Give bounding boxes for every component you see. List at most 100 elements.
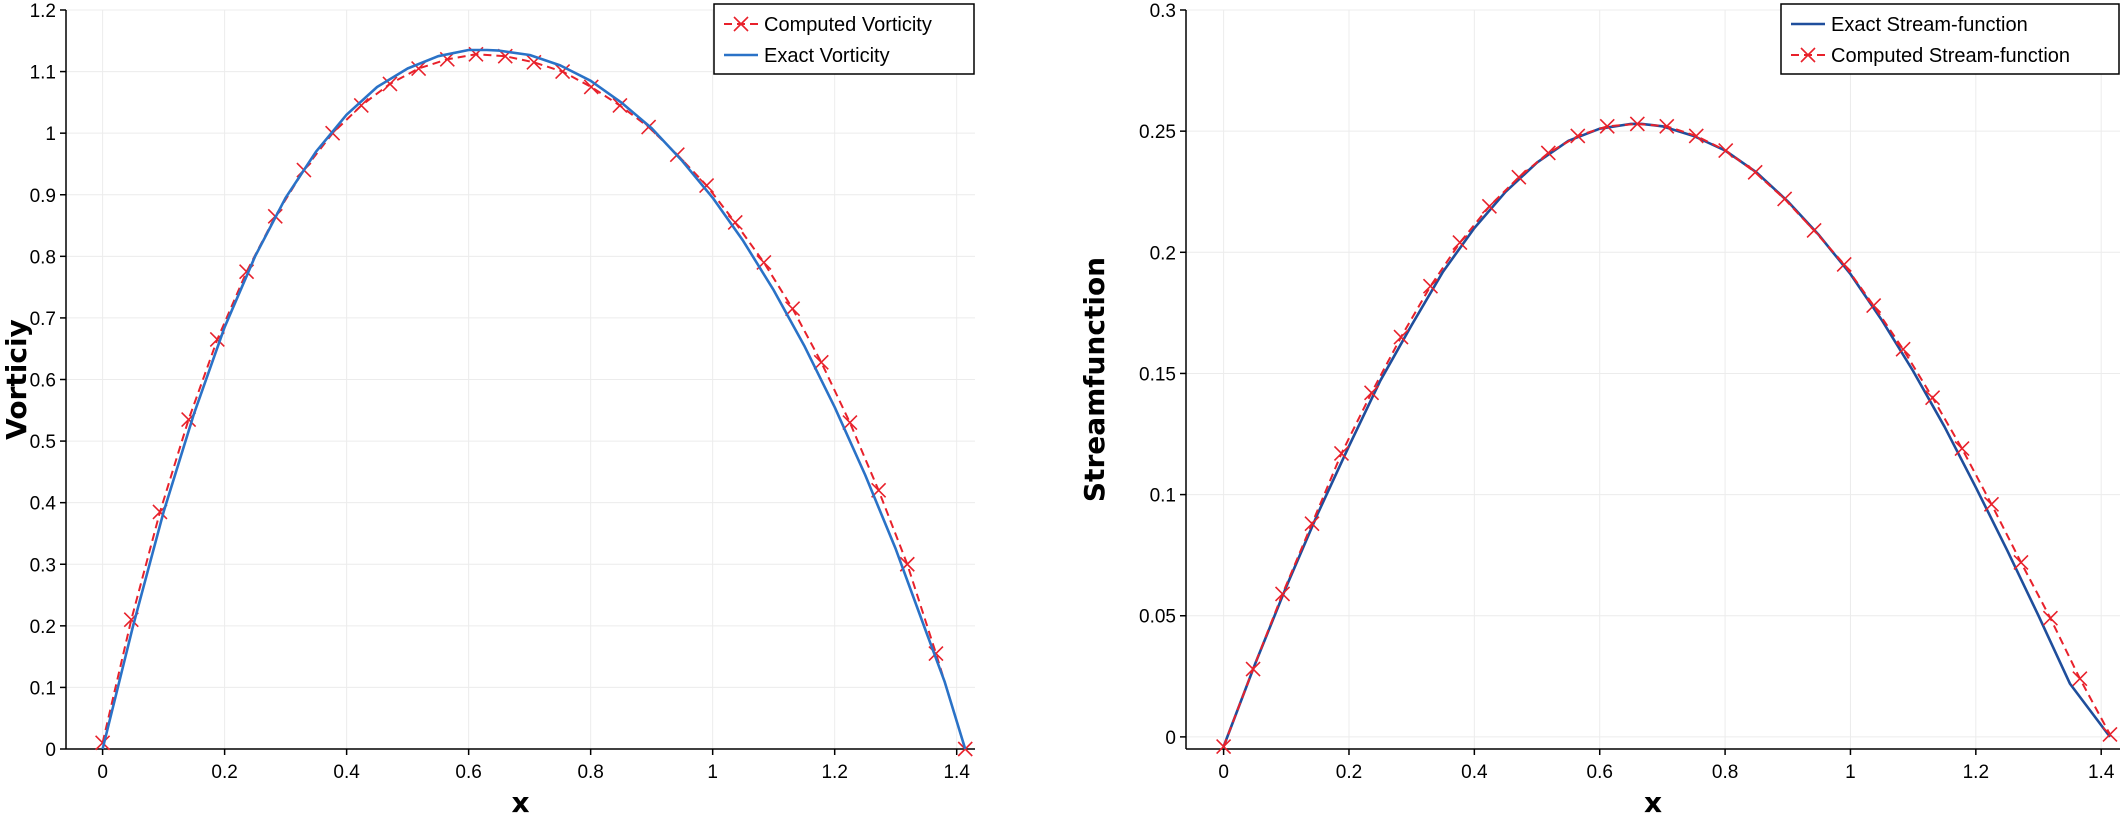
y-tick-label: 1 <box>45 124 56 145</box>
x-tick-label: 1 <box>1845 762 1856 783</box>
y-tick-label: 0.2 <box>30 617 56 638</box>
legend: Computed Vorticity Exact Vorticity <box>713 3 975 75</box>
data-point-marker <box>2042 610 2058 626</box>
data-point-marker <box>1393 329 1409 345</box>
x-tick-label: 1.2 <box>821 762 847 783</box>
x-tick-label: 0.4 <box>1461 762 1488 783</box>
data-point-marker <box>1747 164 1763 180</box>
x-tick-label: 0.2 <box>211 762 237 783</box>
chart-2: 0 0.2 0.4 0.6 0.8 1 1.2 1.4 0 0.05 0.1 0.15 0.2 0.25 0… <box>1078 1 2120 818</box>
y-tick-label: 0.6 <box>30 371 56 392</box>
series-line <box>101 53 967 750</box>
x-tick-label: 0 <box>97 762 108 783</box>
data-point-marker <box>1925 390 1941 406</box>
legend-label: Computed Stream-function <box>1831 45 2070 67</box>
data-point-marker <box>1866 298 1882 314</box>
legend-label: Exact Stream-function <box>1831 14 2028 36</box>
x-tick-label: 1.4 <box>943 762 970 783</box>
legend-marker <box>733 16 749 32</box>
data-point-marker <box>813 354 829 370</box>
x-axis-title: x <box>1644 786 1662 818</box>
data-point-marker <box>1688 128 1704 144</box>
data-point-marker <box>411 60 427 77</box>
data-point-marker <box>1777 191 1793 207</box>
y-tick-label: 0 <box>1165 728 1176 749</box>
legend-box <box>1780 3 2120 75</box>
data-point-marker <box>1422 278 1439 294</box>
data-point-marker <box>2013 554 2029 570</box>
data-point-marker <box>699 177 715 194</box>
y-axis-title: Streamfunction <box>1078 257 1111 502</box>
data-point-marker <box>1333 445 1350 461</box>
data-point-marker <box>612 97 628 114</box>
y-tick-label: 0.7 <box>30 309 56 330</box>
data-point-marker <box>1659 118 1675 134</box>
x-tick-label: 0.8 <box>1712 762 1738 783</box>
y-tick-label: 0.5 <box>30 432 56 453</box>
series-line <box>101 48 967 750</box>
data-point-marker <box>1452 235 1468 251</box>
y-tick-label: 0.3 <box>30 555 56 576</box>
y-tick-label: 0.05 <box>1139 607 1176 628</box>
data-point-marker <box>1274 586 1291 602</box>
series-2 <box>101 48 967 750</box>
y-tick-label: 0.2 <box>1150 243 1176 264</box>
data-point-marker <box>1983 496 2000 512</box>
data-point-marker <box>1570 128 1586 144</box>
legend-label: Computed Vorticity <box>764 14 932 36</box>
legend: Exact Stream-function Computed Stream-fun… <box>1780 3 2120 75</box>
x-tick-label: 0.6 <box>1587 762 1613 783</box>
series-2 <box>1216 116 2118 755</box>
data-point-marker <box>1481 198 1497 214</box>
data-point-marker <box>957 741 973 757</box>
y-tick-label: 0.25 <box>1139 122 1176 143</box>
series-1 <box>1222 122 2112 748</box>
x-tick-label: 1.4 <box>2088 762 2115 783</box>
data-point-marker <box>1363 385 1380 401</box>
x-tick-label: 0.4 <box>333 762 360 783</box>
y-tick-label: 1.2 <box>30 1 56 22</box>
data-point-marker <box>1718 142 1734 159</box>
data-point-marker <box>2102 726 2118 743</box>
data-point-marker <box>727 214 743 231</box>
data-point-marker <box>1954 440 1970 457</box>
data-point-marker <box>1216 739 1232 755</box>
data-point-marker <box>353 97 369 114</box>
data-point-marker <box>1599 118 1615 134</box>
x-tick-label: 0.8 <box>577 762 603 783</box>
x-tick-label: 0.2 <box>1336 762 1362 783</box>
data-point-marker <box>2072 671 2088 687</box>
data-point-marker <box>583 79 599 95</box>
data-point-marker <box>1304 516 1320 532</box>
data-point-marker <box>842 415 858 431</box>
y-tick-label: 0.1 <box>30 678 56 699</box>
x-tick-label: 0 <box>1218 762 1229 783</box>
x-tick-label: 0.6 <box>455 762 481 783</box>
chart-1: 0 0.2 0.4 0.6 0.8 1 1.2 1.4 0 0.1 0.2 0.3 0.4 0.5 0.6 0… <box>0 1 975 818</box>
legend-box <box>713 3 975 75</box>
y-axis-title: Vorticiy <box>0 319 33 440</box>
data-point-marker <box>1629 116 1645 132</box>
data-point-marker <box>555 64 571 80</box>
y-tick-label: 1.1 <box>30 63 56 84</box>
y-tick-label: 0.9 <box>30 186 56 207</box>
data-point-marker <box>1245 661 1261 677</box>
x-tick-label: 1.2 <box>1963 762 1989 783</box>
series-line <box>1222 122 2112 748</box>
y-tick-label: 0.1 <box>1150 486 1176 507</box>
series-1 <box>95 46 973 757</box>
data-point-marker <box>1895 341 1911 357</box>
y-tick-label: 0.3 <box>1150 1 1176 22</box>
data-point-marker <box>95 735 111 751</box>
data-point-marker <box>1806 222 1822 239</box>
data-point-marker <box>1836 256 1852 272</box>
x-tick-label: 1 <box>707 762 718 783</box>
series-line <box>1222 122 2111 747</box>
y-tick-label: 0.8 <box>30 247 56 268</box>
y-tick-label: 0.15 <box>1139 364 1176 385</box>
y-tick-label: 0.4 <box>30 494 57 515</box>
y-tick-label: 0 <box>45 740 56 761</box>
x-axis-title: x <box>511 786 529 818</box>
legend-marker <box>1800 47 1816 63</box>
